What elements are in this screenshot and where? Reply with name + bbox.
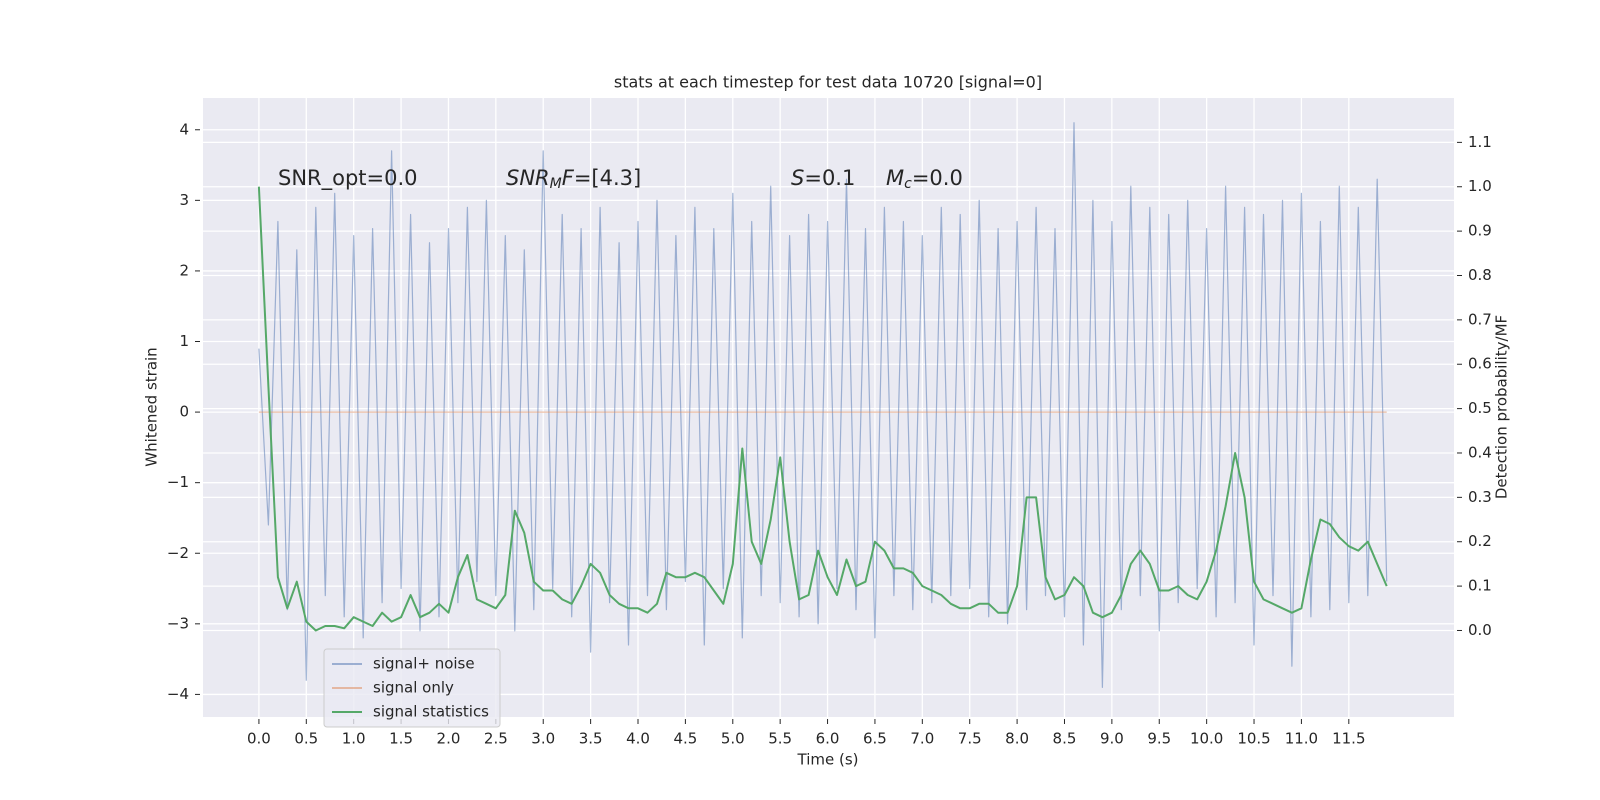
y-tick-label: 4 [179,120,189,138]
x-tick-label: 4.5 [673,730,697,748]
y2-axis-label: Detection probability/MF [1493,315,1511,499]
series-line [257,186,1388,632]
x-tick-label: 9.0 [1100,730,1124,748]
marks [257,122,1388,689]
x-tick-label: 10.5 [1237,730,1270,748]
x-tick-label: 7.5 [958,730,982,748]
y2-tick-label: 1.0 [1468,177,1492,195]
annotation-part: M [886,166,904,190]
annotation-part: SNR_opt=0.0 [278,166,418,191]
y-tick-label: −1 [167,473,189,491]
y2-tick-label: 0.3 [1468,488,1492,506]
legend-label: signal statistics [373,703,489,721]
x-tick-label: 2.0 [437,730,461,748]
y-tick-label: 1 [179,332,189,350]
legend-box [323,648,501,728]
x-tick-label: 7.0 [910,730,934,748]
x-tick-label: 11.0 [1285,730,1318,748]
x-tick-label: 3.5 [579,730,603,748]
annotation-part: =[4.3] [574,166,641,190]
x-tick-label: 2.5 [484,730,508,748]
y2-tick-label: 0.5 [1468,399,1492,417]
chart-title: stats at each timestep for test data 107… [614,73,1042,92]
y2-tick-label: 0.1 [1468,577,1492,595]
annotation-part: M [550,176,562,192]
x-tick-label: 5.0 [721,730,745,748]
legend: signal+ noise signal only signal statistic… [323,648,501,728]
annotation-part: =0.1 [804,166,855,190]
x-tick-label: 6.0 [816,730,840,748]
x-tick-label: 0.0 [247,730,271,748]
annotation-part: c [904,176,912,192]
y-axis-label: Whitened strain [143,347,161,466]
annotation: Mc=0.0 [886,166,963,192]
annotation-part: =0.0 [912,166,963,190]
y-tick-label: 3 [179,191,189,209]
series-line [258,122,1388,689]
y2-tick-label: 0.7 [1468,310,1492,328]
x-axis-label: Time (s) [797,751,859,769]
x-tick-label: 8.0 [1005,730,1029,748]
x-tick-label: 5.5 [768,730,792,748]
x-tick-label: 11.5 [1332,730,1365,748]
x-tick-label: 3.0 [531,730,555,748]
y-tick-label: −3 [167,614,189,632]
y-tick-label: 0 [179,403,189,421]
x-tick-label: 8.5 [1053,730,1077,748]
annotation: SNR_opt=0.0 [278,166,418,191]
legend-label: signal only [373,679,454,697]
legend-label: signal+ noise [373,655,475,673]
x-tick-label: 6.5 [863,730,887,748]
annotation-part: F [562,166,575,190]
y2-tick-label: 0.6 [1468,355,1492,373]
y2-tick-label: 0.4 [1468,443,1492,461]
y-tick-label: −2 [167,544,189,562]
annotation-part: SNR [506,166,550,190]
x-tick-label: 9.5 [1147,730,1171,748]
x-tick-label: 10.0 [1190,730,1223,748]
annotation: SNRMF=[4.3] [506,166,641,192]
y-tick-label: 2 [179,261,189,279]
x-tick-label: 1.0 [342,730,366,748]
y2-tick-label: 0.9 [1468,222,1492,240]
annotation-part: S [791,166,804,190]
plot-area [203,98,1454,717]
y2-tick-label: 0.0 [1468,621,1492,639]
x-tick-label: 1.5 [389,730,413,748]
y2-tick-label: 0.8 [1468,266,1492,284]
x-tick-label: 0.5 [294,730,318,748]
y2-tick-label: 1.1 [1468,133,1492,151]
annotation: S=0.1 [791,166,855,190]
x-tick-label: 4.0 [626,730,650,748]
y-tick-label: −4 [167,685,189,703]
y2-tick-label: 0.2 [1468,532,1492,550]
